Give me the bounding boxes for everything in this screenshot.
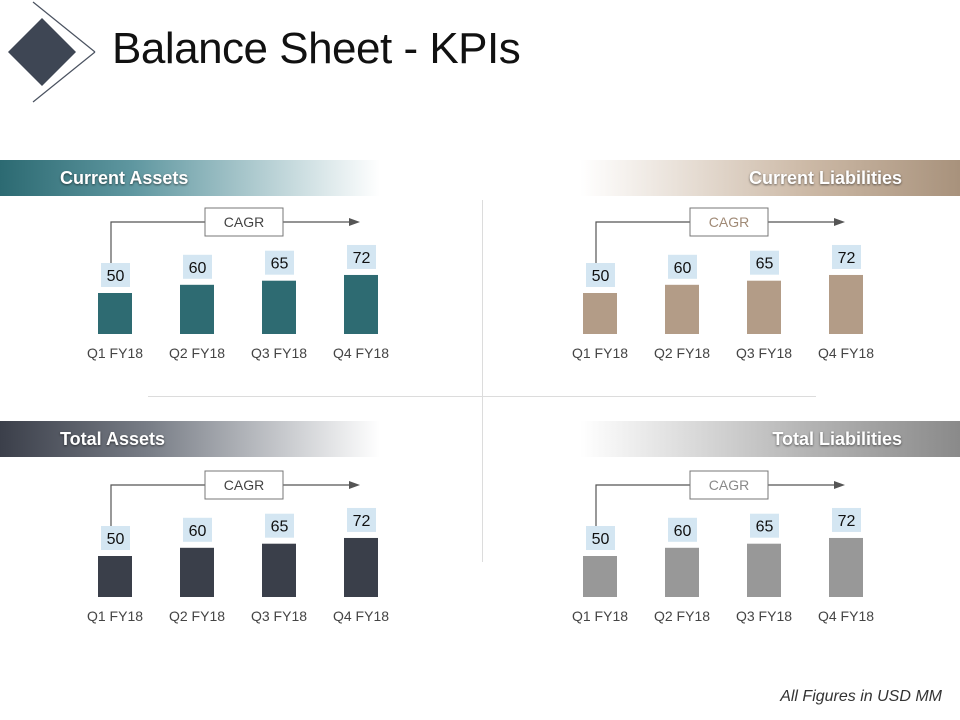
total-liabilities-bar: [747, 543, 781, 597]
current-assets-bar: [262, 280, 296, 334]
current-liabilities-cagr-label: CAGR: [709, 214, 749, 230]
total-assets-category-label: Q1 FY18: [87, 608, 143, 624]
total-liabilities-bar: [829, 537, 863, 597]
current-liabilities-value-label-box: [750, 250, 779, 275]
total-liabilities-cagr-arrowhead-icon: [834, 481, 845, 489]
current-assets-value-label-box: [183, 254, 212, 279]
current-assets-value-label: 50: [107, 268, 125, 285]
total-assets-value-label: 72: [353, 513, 371, 530]
current-assets-header: Current Assets: [0, 160, 380, 196]
total-liabilities-value-label: 50: [592, 531, 610, 548]
total-liabilities-bar: [665, 547, 699, 597]
total-assets-value-label: 50: [107, 531, 125, 548]
total-assets-value-label: 60: [189, 523, 207, 540]
total-assets-cagr-arrow-line: [110, 484, 350, 528]
current-liabilities-bar: [583, 293, 617, 334]
current-assets-value-label-box: [347, 244, 376, 269]
total-assets-category-label: Q3 FY18: [251, 608, 307, 624]
total-liabilities-value-label: 60: [674, 523, 692, 540]
total-assets-cagr-box: [204, 470, 284, 500]
current-assets-cagr-arrow-line: [110, 221, 350, 265]
horizontal-divider: [148, 396, 816, 397]
current-assets-value-label-box: [265, 250, 294, 275]
total-assets-value-label-box: [101, 526, 130, 550]
total-liabilities-category-label: Q4 FY18: [818, 608, 874, 624]
current-assets-cagr-arrowhead-icon: [349, 218, 360, 226]
total-liabilities-value-label-box: [750, 513, 779, 538]
current-assets-value-label: 65: [271, 256, 289, 273]
total-assets-value-label-box: [347, 507, 376, 532]
total-liabilities-header: Total Liabilities: [580, 421, 960, 457]
current-assets-category-label: Q1 FY18: [87, 345, 143, 361]
current-liabilities-value-label: 72: [838, 250, 856, 267]
total-liabilities-cagr-arrow-line: [595, 484, 835, 528]
total-liabilities-value-label: 65: [756, 519, 774, 536]
current-assets-bar: [180, 284, 214, 334]
current-liabilities-cagr-box: [689, 207, 769, 237]
current-liabilities-value-label-box: [832, 244, 861, 269]
current-assets-value-label: 72: [353, 250, 371, 267]
current-liabilities-category-label: Q1 FY18: [572, 345, 628, 361]
total-assets-value-label: 65: [271, 519, 289, 536]
current-liabilities-category-label: Q2 FY18: [654, 345, 710, 361]
current-liabilities-value-label-box: [668, 254, 697, 279]
current-liabilities-bar: [829, 274, 863, 334]
current-liabilities-category-label: Q3 FY18: [736, 345, 792, 361]
total-assets-bar: [98, 556, 132, 597]
total-assets-value-label-box: [265, 513, 294, 538]
diamond-logo-icon: [8, 1, 96, 103]
total-liabilities-cagr-label: CAGR: [709, 477, 749, 493]
total-assets-category-label: Q2 FY18: [169, 608, 225, 624]
current-liabilities-cagr-arrow-line: [595, 221, 835, 265]
current-assets-category-label: Q4 FY18: [333, 345, 389, 361]
total-liabilities-category-label: Q1 FY18: [572, 608, 628, 624]
total-liabilities-cagr-box: [689, 470, 769, 500]
total-assets-bar: [180, 547, 214, 597]
current-assets-cagr-label: CAGR: [224, 214, 264, 230]
total-assets-cagr-arrowhead-icon: [349, 481, 360, 489]
current-liabilities-value-label: 60: [674, 260, 692, 277]
current-assets-value-label: 60: [189, 260, 207, 277]
current-liabilities-cagr-arrowhead-icon: [834, 218, 845, 226]
total-liabilities-value-label: 72: [838, 513, 856, 530]
vertical-divider: [482, 200, 483, 562]
total-assets-header: Total Assets: [0, 421, 380, 457]
total-assets-category-label: Q4 FY18: [333, 608, 389, 624]
current-liabilities-value-label: 50: [592, 268, 610, 285]
current-liabilities-category-label: Q4 FY18: [818, 345, 874, 361]
total-liabilities-bar: [583, 556, 617, 597]
current-assets-category-label: Q3 FY18: [251, 345, 307, 361]
total-liabilities-category-label: Q3 FY18: [736, 608, 792, 624]
total-assets-bar: [344, 537, 378, 597]
current-liabilities-bar: [665, 284, 699, 334]
total-liabilities-value-label-box: [668, 517, 697, 542]
current-assets-bar: [98, 293, 132, 334]
current-liabilities-value-label-box: [586, 263, 615, 287]
page-title: Balance Sheet - KPIs: [112, 24, 521, 73]
total-assets-bar: [262, 543, 296, 597]
current-assets-bar: [344, 274, 378, 334]
current-assets-cagr-box: [204, 207, 284, 237]
total-liabilities-value-label-box: [586, 526, 615, 550]
current-liabilities-header: Current Liabilities: [580, 160, 960, 196]
current-assets-category-label: Q2 FY18: [169, 345, 225, 361]
total-assets-cagr-label: CAGR: [224, 477, 264, 493]
footnote: All Figures in USD MM: [780, 688, 942, 705]
current-liabilities-value-label: 65: [756, 256, 774, 273]
total-liabilities-category-label: Q2 FY18: [654, 608, 710, 624]
total-liabilities-value-label-box: [832, 507, 861, 532]
current-liabilities-bar: [747, 280, 781, 334]
current-assets-value-label-box: [101, 263, 130, 287]
total-assets-value-label-box: [183, 517, 212, 542]
